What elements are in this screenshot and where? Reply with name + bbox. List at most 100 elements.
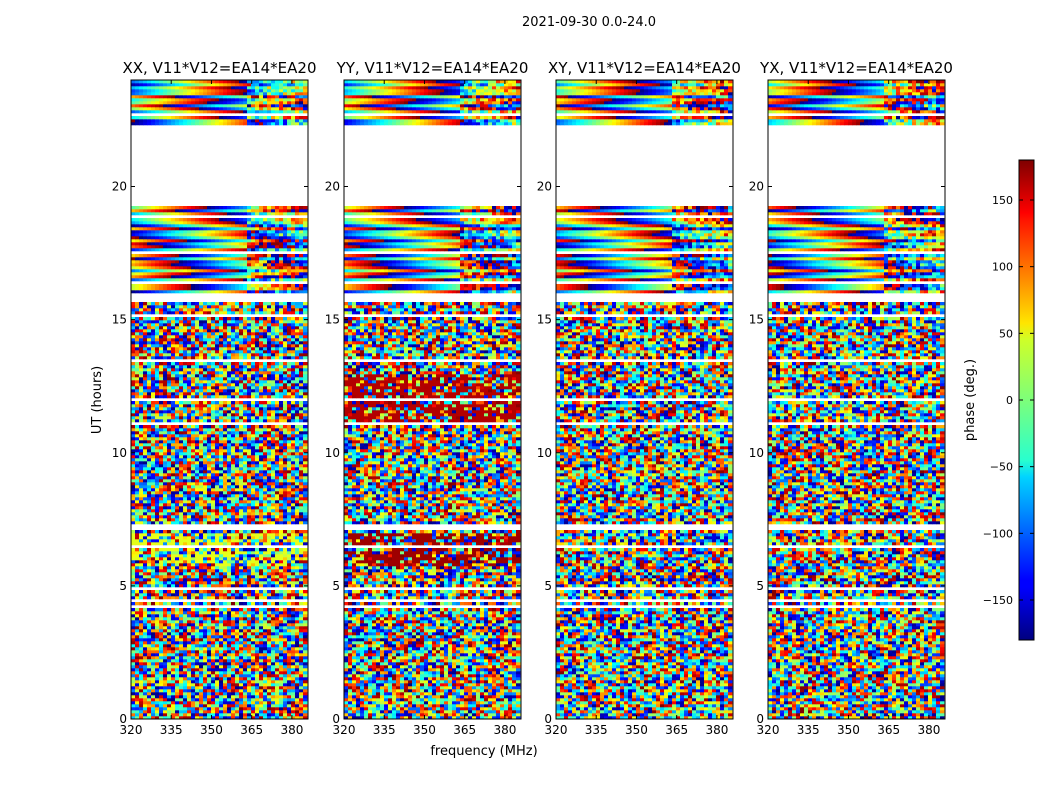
heatmap-cell <box>199 674 203 677</box>
heatmap-cell <box>147 692 151 695</box>
heatmap-cell <box>219 647 223 650</box>
heatmap-cell <box>163 686 167 689</box>
heatmap-cell <box>271 671 275 674</box>
heatmap-cell <box>171 704 175 707</box>
heatmap-cell <box>155 638 159 641</box>
heatmap-cell <box>263 638 267 641</box>
heatmap-cell <box>183 656 187 659</box>
heatmap-cell <box>251 650 255 653</box>
heatmap-cell <box>155 704 159 707</box>
heatmap-cell <box>159 686 163 689</box>
heatmap-cell <box>247 686 251 689</box>
heatmap-cell <box>167 683 171 686</box>
heatmap-cell <box>223 686 227 689</box>
heatmap-cell <box>187 689 191 692</box>
heatmap-cell <box>275 710 279 713</box>
heatmap-cell <box>179 698 183 701</box>
heatmap-cell <box>259 635 263 638</box>
heatmap-cell <box>203 644 207 647</box>
heatmap-cell <box>227 650 231 653</box>
heatmap-cell <box>139 662 143 665</box>
heatmap-cell <box>303 683 307 686</box>
heatmap-cell <box>279 632 283 635</box>
heatmap-cell <box>223 695 227 698</box>
heatmap-cell <box>263 665 267 668</box>
heatmap-cell <box>219 656 223 659</box>
heatmap-cell <box>211 692 215 695</box>
heatmap-cell <box>239 671 243 674</box>
heatmap-cell <box>143 641 147 644</box>
heatmap-cell <box>175 650 179 653</box>
heatmap-cell <box>303 671 307 674</box>
heatmap-cell <box>259 698 263 701</box>
heatmap-cell <box>135 695 139 698</box>
heatmap-cell <box>215 692 219 695</box>
heatmap-cell <box>267 686 271 689</box>
heatmap-cell <box>275 638 279 641</box>
heatmap-cell <box>131 698 135 701</box>
heatmap-cell <box>299 656 303 659</box>
heatmap-cell <box>275 713 279 716</box>
heatmap-cell <box>275 668 279 671</box>
heatmap-cell <box>135 710 139 713</box>
heatmap-cell <box>155 710 159 713</box>
heatmap-cell <box>211 650 215 653</box>
heatmap-cell <box>159 644 163 647</box>
heatmap-cell <box>279 644 283 647</box>
heatmap-cell <box>191 710 195 713</box>
heatmap-cell <box>271 689 275 692</box>
heatmap-cell <box>259 650 263 653</box>
heatmap-cell <box>275 635 279 638</box>
heatmap-cell <box>131 668 135 671</box>
heatmap-cell <box>247 662 251 665</box>
heatmap-cell <box>203 665 207 668</box>
heatmap-cell <box>139 665 143 668</box>
heatmap-cell <box>143 638 147 641</box>
heatmap-cell <box>295 704 299 707</box>
heatmap-cell <box>187 662 191 665</box>
heatmap-cell <box>239 668 243 671</box>
heatmap-cell <box>151 665 155 668</box>
heatmap-cell <box>255 701 259 704</box>
heatmap-cell <box>139 704 143 707</box>
heatmap-cell <box>283 659 287 662</box>
heatmap-cell <box>215 635 219 638</box>
heatmap-cell <box>155 668 159 671</box>
heatmap-cell <box>187 635 191 638</box>
heatmap-cell <box>167 704 171 707</box>
heatmap-cell <box>143 707 147 710</box>
heatmap-cell <box>239 698 243 701</box>
heatmap-cell <box>291 674 295 677</box>
heatmap-cell <box>299 647 303 650</box>
heatmap-cell <box>199 710 203 713</box>
heatmap-cell <box>267 665 271 668</box>
heatmap-cell <box>143 704 147 707</box>
heatmap-cell <box>171 689 175 692</box>
heatmap-cell <box>303 674 307 677</box>
heatmap-cell <box>255 704 259 707</box>
heatmap-cell <box>147 644 151 647</box>
heatmap-cell <box>267 683 271 686</box>
heatmap-cell <box>247 692 251 695</box>
heatmap-cell <box>299 692 303 695</box>
heatmap-cell <box>243 653 247 656</box>
heatmap-cell <box>159 680 163 683</box>
heatmap-cell <box>243 707 247 710</box>
heatmap-cell <box>235 713 239 716</box>
heatmap-cell <box>151 677 155 680</box>
heatmap-cell <box>175 656 179 659</box>
heatmap-cell <box>191 662 195 665</box>
heatmap-cell <box>235 644 239 647</box>
heatmap-cell <box>151 713 155 716</box>
heatmap-cell <box>251 644 255 647</box>
heatmap-cell <box>255 668 259 671</box>
heatmap-cell <box>275 659 279 662</box>
heatmap-cell <box>155 647 159 650</box>
heatmap-cell <box>179 710 183 713</box>
heatmap-cell <box>143 644 147 647</box>
heatmap-cell <box>235 665 239 668</box>
heatmap-cell <box>207 713 211 716</box>
heatmap-cell <box>207 677 211 680</box>
heatmap-cell <box>195 650 199 653</box>
heatmap-cell <box>187 686 191 689</box>
